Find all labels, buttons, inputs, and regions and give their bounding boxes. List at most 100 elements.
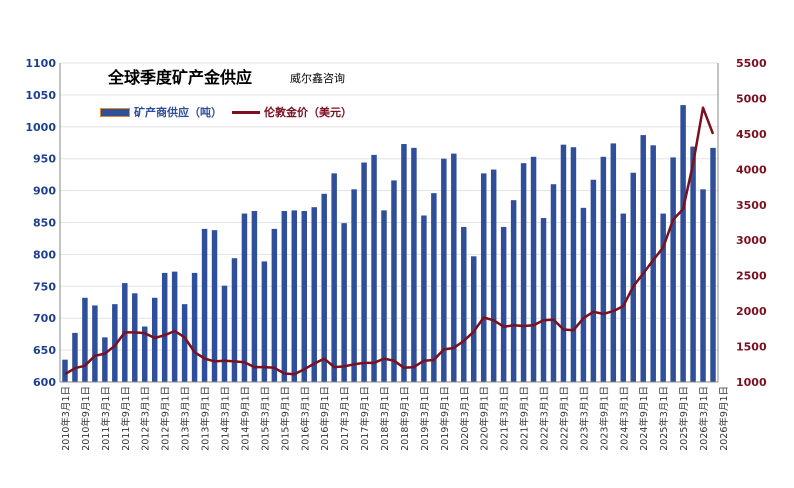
supply-bar bbox=[311, 207, 317, 382]
supply-bar bbox=[361, 162, 367, 382]
supply-bar bbox=[411, 147, 417, 382]
supply-bar bbox=[690, 146, 696, 382]
x-tick-label: 2011年3月1日 bbox=[100, 386, 112, 451]
supply-bar bbox=[431, 193, 437, 382]
supply-bar bbox=[630, 172, 636, 382]
right-axis-ticks: 1000 1500 2000 2500 3000 3500 4000 4500 5000 5500 bbox=[736, 57, 767, 389]
x-tick-label: 2016年3月1日 bbox=[299, 386, 311, 451]
supply-bar bbox=[660, 213, 666, 382]
supply-bar bbox=[142, 326, 148, 382]
x-tick-label: 2012年9月1日 bbox=[160, 386, 172, 451]
left-tick-label: 750 bbox=[33, 280, 56, 293]
supply-bars bbox=[62, 105, 716, 382]
x-tick-label: 2015年3月1日 bbox=[259, 386, 271, 451]
right-tick-label: 5000 bbox=[736, 92, 767, 105]
x-tick-label: 2010年3月1日 bbox=[60, 386, 72, 451]
supply-bar bbox=[540, 218, 547, 382]
supply-bar bbox=[281, 211, 288, 382]
supply-bar bbox=[231, 258, 238, 382]
supply-bar bbox=[132, 293, 138, 382]
right-tick-label: 3000 bbox=[736, 234, 767, 247]
x-tick-label: 2010年9月1日 bbox=[80, 386, 92, 451]
supply-bar bbox=[580, 207, 587, 382]
x-tick-label: 2021年3月1日 bbox=[499, 386, 511, 451]
x-tick-label: 2017年3月1日 bbox=[339, 386, 351, 451]
x-tick-label: 2023年3月1日 bbox=[578, 386, 590, 451]
x-tick-label: 2014年9月1日 bbox=[239, 386, 251, 451]
left-tick-label: 700 bbox=[33, 312, 56, 325]
x-tick-label: 2017年9月1日 bbox=[359, 386, 371, 451]
x-tick-label: 2025年9月1日 bbox=[678, 386, 690, 451]
supply-bar bbox=[451, 153, 457, 382]
x-tick-label: 2012年3月1日 bbox=[140, 386, 152, 451]
supply-bar bbox=[371, 154, 377, 382]
supply-bar bbox=[161, 272, 168, 382]
left-tick-label: 1000 bbox=[25, 121, 56, 134]
supply-bar bbox=[391, 180, 397, 382]
legend-swatch-bar bbox=[100, 107, 130, 117]
supply-bar bbox=[341, 223, 347, 382]
legend-label-supply: 矿产商供应（吨） bbox=[134, 106, 222, 119]
supply-bar bbox=[102, 337, 108, 382]
left-tick-label: 1100 bbox=[25, 57, 56, 70]
supply-bar bbox=[301, 211, 307, 382]
legend-item-gold: 伦敦金价（美元） bbox=[232, 104, 352, 120]
supply-bar bbox=[62, 359, 68, 382]
supply-bar bbox=[700, 189, 706, 382]
left-tick-label: 650 bbox=[33, 344, 56, 357]
supply-bar bbox=[251, 211, 258, 382]
supply-bar bbox=[480, 173, 487, 382]
supply-bar bbox=[441, 158, 447, 382]
x-tick-label: 2018年9月1日 bbox=[399, 386, 411, 451]
x-tick-label: 2019年9月1日 bbox=[439, 386, 451, 451]
x-tick-label: 2019年3月1日 bbox=[419, 386, 431, 451]
x-tick-label: 2025年3月1日 bbox=[658, 386, 670, 451]
supply-bar bbox=[610, 143, 617, 382]
x-tick-label: 2016年9月1日 bbox=[319, 386, 331, 451]
left-tick-label: 800 bbox=[33, 248, 56, 261]
supply-bar bbox=[291, 210, 298, 382]
supply-bar bbox=[112, 304, 118, 382]
right-tick-label: 2000 bbox=[736, 305, 767, 318]
supply-bar bbox=[241, 213, 248, 382]
supply-bar bbox=[82, 297, 88, 382]
x-tick-label: 2020年3月1日 bbox=[459, 386, 471, 451]
supply-bar bbox=[510, 200, 517, 382]
x-tick-label: 2022年3月1日 bbox=[539, 386, 551, 451]
chart-source: 威尔鑫咨询 bbox=[290, 72, 345, 85]
supply-bar bbox=[171, 271, 178, 382]
supply-bar bbox=[560, 144, 567, 382]
supply-bar bbox=[331, 173, 337, 382]
supply-bar bbox=[530, 156, 537, 382]
right-tick-label: 4500 bbox=[736, 128, 767, 141]
x-tick-label: 2013年9月1日 bbox=[200, 386, 212, 451]
left-axis-ticks: 600 650 700 750 800 850 900 950 1000 1050 1100 bbox=[25, 57, 56, 389]
grid-lines bbox=[60, 62, 718, 383]
supply-bar bbox=[321, 193, 327, 382]
supply-bar bbox=[500, 226, 507, 382]
supply-bar bbox=[471, 256, 477, 382]
x-axis-ticks: 2010年3月1日 2010年9月1日 2011年3月1日 2011年9月1日 2012… bbox=[60, 386, 730, 451]
gold-price-line bbox=[64, 106, 715, 376]
supply-bar bbox=[271, 228, 278, 382]
supply-bar bbox=[570, 147, 577, 382]
supply-bar bbox=[490, 169, 497, 382]
supply-bar bbox=[520, 163, 527, 382]
legend-label-gold: 伦敦金价（美元） bbox=[264, 106, 352, 119]
right-tick-label: 2500 bbox=[736, 270, 767, 283]
supply-bar bbox=[181, 304, 188, 382]
right-tick-label: 1500 bbox=[736, 341, 767, 354]
supply-bar bbox=[550, 184, 557, 382]
supply-bar bbox=[351, 189, 357, 382]
x-tick-label: 2023年9月1日 bbox=[598, 386, 610, 451]
left-tick-label: 1050 bbox=[25, 89, 56, 102]
supply-bar bbox=[461, 226, 467, 382]
x-tick-label: 2022年9月1日 bbox=[559, 386, 571, 451]
x-tick-label: 2014年3月1日 bbox=[220, 386, 232, 451]
supply-bar bbox=[261, 261, 268, 382]
supply-bar bbox=[211, 230, 218, 382]
x-tick-label: 2024年3月1日 bbox=[618, 386, 630, 451]
left-tick-label: 950 bbox=[33, 153, 56, 166]
chart-title: 全球季度矿产金供应 bbox=[108, 68, 253, 87]
left-tick-label: 850 bbox=[33, 217, 56, 230]
